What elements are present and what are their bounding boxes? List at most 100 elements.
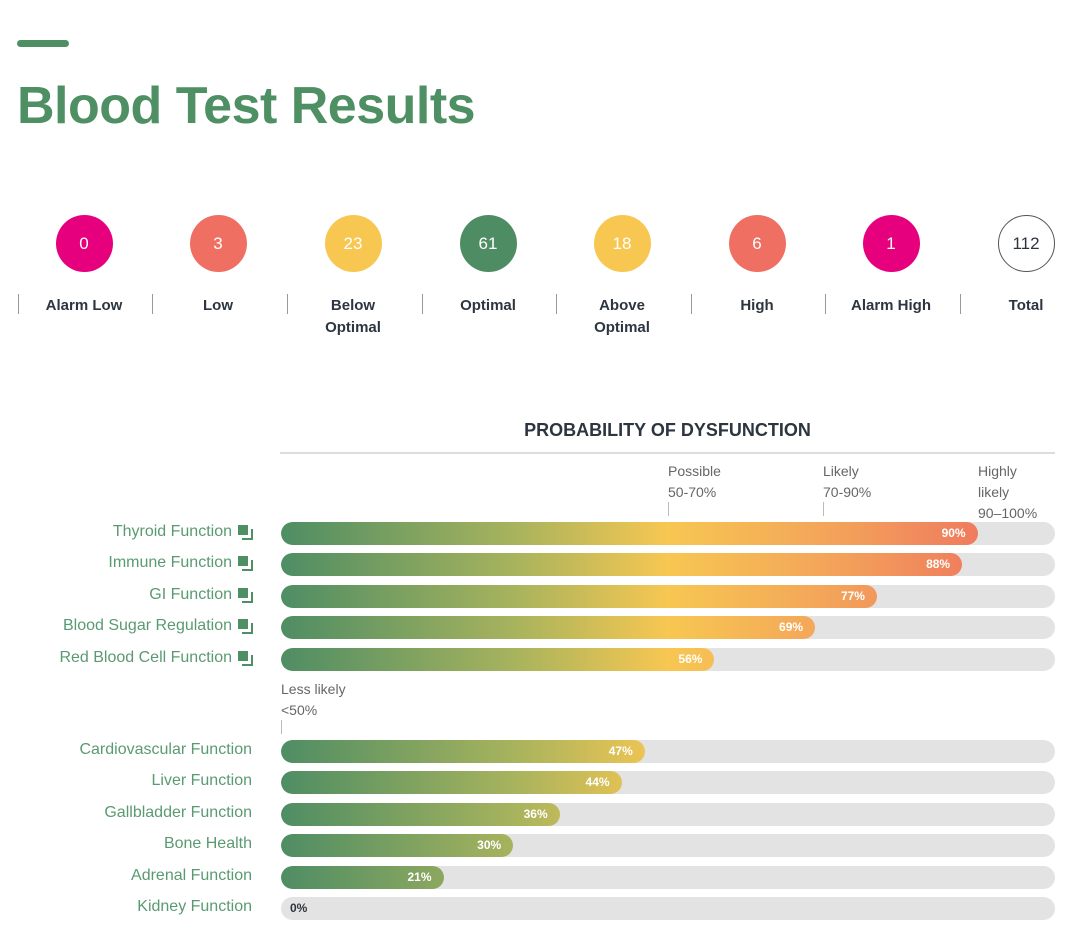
stat-count-badge: 1	[862, 215, 920, 272]
stat-count-badge: 3	[189, 215, 247, 272]
bar-label[interactable]: Blood Sugar Regulation	[62, 617, 253, 635]
stat-label: Low	[203, 297, 233, 314]
bar-track: 69%	[281, 616, 1055, 639]
external-link-icon[interactable]	[238, 556, 253, 571]
external-link-icon[interactable]	[238, 588, 253, 603]
stat-divider	[287, 294, 288, 314]
stat-alarm-low: 0 Alarm Low	[17, 215, 151, 317]
bar-track: 77%	[281, 585, 1055, 608]
bar-value-label: 21%	[407, 870, 432, 884]
stat-high: 6 High	[690, 215, 824, 317]
stat-count-badge: 0	[55, 215, 113, 272]
stat-count-badge: 18	[593, 215, 651, 272]
bar-value-label: 36%	[523, 807, 548, 821]
zone-name: Possible	[668, 463, 721, 479]
zone-likely: Likely 70-90%	[823, 461, 871, 503]
bar-track: 56%	[281, 648, 1055, 671]
stat-label: High	[740, 297, 774, 314]
stat-divider	[825, 294, 826, 314]
stat-divider	[960, 294, 961, 314]
bar-value-label: 90%	[941, 526, 966, 540]
bar-track: 47%	[281, 740, 1055, 763]
stat-below-optimal: 23 Below Optimal	[286, 215, 420, 339]
bar-label: Cardiovascular Function	[79, 741, 252, 759]
stat-count-badge: 6	[728, 215, 786, 272]
bar-fill: 36%	[281, 803, 560, 826]
page-title: Blood Test Results	[17, 77, 476, 135]
bar-fill: 47%	[281, 740, 645, 763]
zone-range: 50-70%	[668, 484, 717, 500]
bar-track: 88%	[281, 553, 1055, 576]
bar-label: Liver Function	[152, 772, 253, 790]
bar-fill: 88%	[281, 553, 963, 576]
bar-fill: 56%	[281, 648, 715, 671]
zone-name: Likely	[823, 463, 859, 479]
stat-divider	[691, 294, 692, 314]
bar-track: 90%	[281, 522, 1055, 545]
bar-value-label: 47%	[608, 744, 633, 758]
stat-label: Below Optimal	[325, 297, 381, 336]
stat-optimal: 61 Optimal	[421, 215, 555, 317]
zone-less-likely: Less likely <50%	[281, 679, 346, 721]
bar-value-label: 69%	[779, 620, 804, 634]
stat-divider	[152, 294, 153, 314]
bar-value-label: 77%	[840, 589, 865, 603]
bar-value-label: 30%	[477, 838, 502, 852]
zone-highly-likely: Highly likely 90–100%	[978, 461, 1038, 524]
title-accent-bar	[17, 40, 69, 47]
stat-label: Alarm High	[850, 297, 931, 314]
external-link-icon[interactable]	[238, 651, 253, 666]
external-link-icon[interactable]	[238, 619, 253, 634]
bar-label[interactable]: Red Blood Cell Function	[59, 649, 253, 667]
zone-range: <50%	[281, 702, 318, 718]
stat-label: Above Optimal	[594, 297, 650, 336]
stat-low: 3 Low	[151, 215, 285, 317]
stat-count-badge: 23	[324, 215, 382, 272]
zone-range: 70-90%	[823, 484, 872, 500]
chart-title: PROBABILITY OF DYSFUNCTION	[524, 420, 811, 440]
bar-value-label: 44%	[585, 775, 610, 789]
bar-track: 36%	[281, 803, 1055, 826]
zone-tick	[281, 720, 282, 734]
bar-label[interactable]: Thyroid Function	[112, 523, 253, 541]
bar-value-label: 88%	[926, 557, 951, 571]
bar-fill: 69%	[281, 616, 816, 639]
bar-track: 30%	[281, 834, 1055, 857]
zone-tick	[823, 502, 824, 516]
stat-above-optimal: 18 Above Optimal	[555, 215, 689, 339]
zone-tick	[668, 502, 669, 516]
bar-label-text: Cardiovascular Function	[79, 741, 252, 758]
bar-label-text: Immune Function	[108, 554, 232, 571]
bar-label-text: Blood Sugar Regulation	[62, 617, 232, 634]
bar-label: Adrenal Function	[131, 867, 252, 885]
bar-label-text: Kidney Function	[137, 898, 252, 915]
bar-label-text: Thyroid Function	[112, 523, 232, 540]
stat-count-badge: 61	[459, 215, 517, 272]
stat-divider	[556, 294, 557, 314]
bar-label-text: Gallbladder Function	[104, 804, 252, 821]
stat-label: Alarm Low	[45, 297, 123, 314]
stat-label: Total	[1008, 297, 1044, 314]
stat-total: 112 Total	[959, 215, 1080, 317]
bar-track: 44%	[281, 771, 1055, 794]
stat-divider	[18, 294, 19, 314]
zone-possible: Possible 50-70%	[668, 461, 721, 503]
bar-label: Bone Health	[164, 835, 252, 853]
bar-label[interactable]: Immune Function	[108, 554, 253, 572]
zone-range: 90–100%	[978, 505, 1038, 521]
stat-label: Optimal	[460, 297, 516, 314]
bar-label[interactable]: GI Function	[149, 586, 253, 604]
stat-divider	[422, 294, 423, 314]
stat-alarm-high: 1 Alarm High	[824, 215, 958, 317]
bar-fill: 90%	[281, 522, 978, 545]
zone-name: Highly likely	[978, 463, 1017, 500]
external-link-icon[interactable]	[238, 525, 253, 540]
bar-fill: 30%	[281, 834, 514, 857]
bar-fill: 77%	[281, 585, 877, 608]
bar-label: Gallbladder Function	[104, 804, 252, 822]
chart-title-rule	[280, 452, 1055, 454]
bar-label-text: Liver Function	[151, 772, 253, 789]
stat-count-badge: 112	[997, 215, 1055, 272]
bar-track: 21%	[281, 866, 1055, 889]
zone-name: Less likely	[281, 681, 346, 697]
